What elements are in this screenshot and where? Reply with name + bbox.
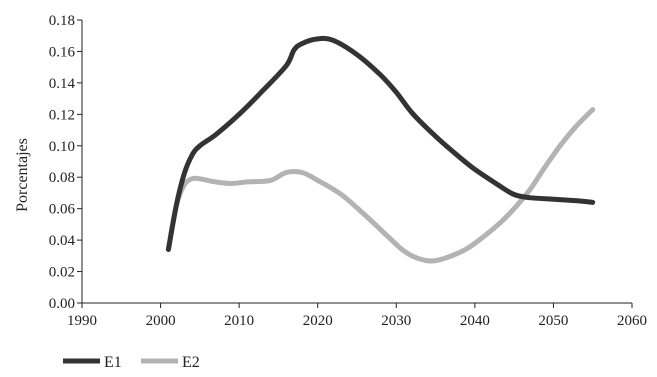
series-lines (165, 35, 596, 264)
y-tick-label: 0.04 (49, 233, 76, 249)
y-tick-label: 0.02 (49, 265, 75, 281)
legend-label-e2: E2 (182, 354, 200, 371)
x-tick-label: 2030 (381, 313, 411, 329)
y-tick-label: 0.00 (49, 296, 75, 312)
x-tick-label: 2050 (538, 313, 568, 329)
y-tick-label: 0.12 (49, 107, 75, 123)
y-tick-label: 0.16 (49, 44, 76, 60)
series-line-e2 (165, 107, 596, 264)
y-tick-label: 0.06 (49, 202, 76, 218)
x-tick-label: 2000 (146, 313, 176, 329)
y-tick-label: 0.10 (49, 139, 75, 155)
legend-label-e1: E1 (104, 354, 122, 371)
x-axis-ticks: 1990 2000 2010 2020 2030 2040 2050 2060 (67, 303, 647, 329)
y-axis-title: Porcentajes (14, 138, 31, 212)
y-tick-label: 0.18 (49, 13, 75, 29)
x-tick-label: 1990 (67, 313, 97, 329)
y-tick-label: 0.08 (49, 170, 75, 186)
y-tick-label: 0.14 (49, 76, 76, 92)
x-tick-label: 2060 (617, 313, 647, 329)
y-axis-ticks: 0.00 0.02 0.04 0.06 0.08 0.10 0.12 0.14 0.16 0.18 (49, 13, 82, 312)
x-tick-label: 2040 (460, 313, 490, 329)
x-tick-label: 2020 (303, 313, 333, 329)
legend: E1 E2 (63, 354, 200, 371)
x-tick-label: 2010 (224, 313, 254, 329)
series-line-e1 (165, 35, 596, 252)
